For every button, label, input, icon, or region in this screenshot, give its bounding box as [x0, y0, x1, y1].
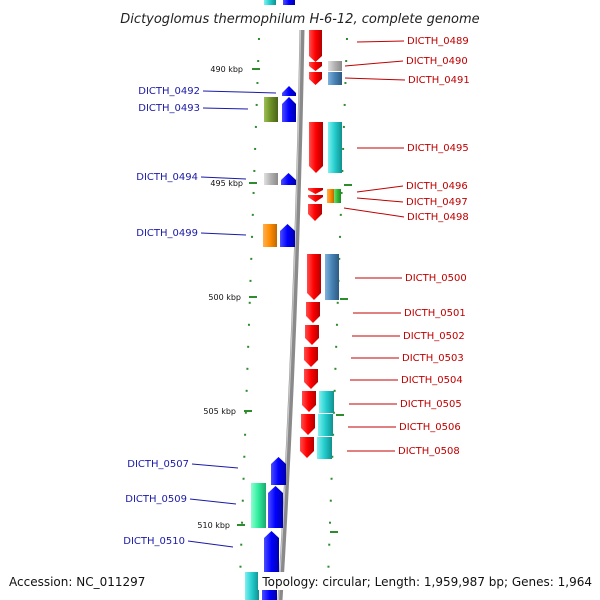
- gene-0500: [307, 254, 321, 300]
- tick-label-505: 505 kbp: [203, 407, 236, 416]
- gene-label-DICTH_0510: DICTH_0510: [123, 536, 185, 547]
- gene-label-DICTH_0496: DICTH_0496: [406, 181, 468, 192]
- cog-0493: [264, 97, 278, 122]
- gene-label-DICTH_0491: DICTH_0491: [408, 75, 470, 86]
- genome-summary-text: Topology: circular; Length: 1,959,987 bp…: [261, 575, 592, 589]
- gene-0499: [280, 224, 295, 247]
- cog-0506: [318, 414, 333, 436]
- right-leader-lines: [343, 40, 406, 452]
- gene-label-DICTH_0495: DICTH_0495: [407, 143, 469, 154]
- gene-0496: [308, 188, 323, 194]
- accession-text: Accession: NC_011297: [9, 575, 145, 589]
- gene-0494: [281, 173, 296, 185]
- left-leader-lines: [187, 90, 277, 548]
- gene-0504: [304, 369, 318, 389]
- outer-dash-track: [327, 37, 348, 581]
- gene-0502: [305, 325, 319, 345]
- cog-0495: [328, 122, 342, 173]
- gene-label-DICTH_0499: DICTH_0499: [136, 228, 198, 239]
- footer-summary-bg: [258, 572, 594, 590]
- gene-0509: [268, 486, 283, 528]
- gene-label-DICTH_0509: DICTH_0509: [125, 494, 187, 505]
- gene-0497: [308, 195, 323, 202]
- gene-label-DICTH_0493: DICTH_0493: [138, 103, 200, 114]
- gene-label-DICTH_0503: DICTH_0503: [402, 353, 464, 364]
- gene-0498: [308, 204, 322, 221]
- cog-0508: [317, 437, 332, 459]
- gene-label-DICTH_0506: DICTH_0506: [399, 422, 461, 433]
- gene-0495: [309, 122, 323, 173]
- gene-0501: [306, 302, 320, 323]
- gene-label-DICTH_0505: DICTH_0505: [400, 399, 462, 410]
- gene-0510: [264, 531, 279, 575]
- feature-top-cyan: [264, 0, 276, 5]
- cog-0496-green: [334, 189, 341, 203]
- gene-label-DICTH_0489: DICTH_0489: [407, 36, 469, 47]
- gene-label-DICTH_0498: DICTH_0498: [407, 212, 469, 223]
- gene-label-DICTH_0504: DICTH_0504: [401, 375, 463, 386]
- cog-0509: [251, 483, 266, 528]
- map-title: Dictyoglomus thermophilum H-6-12, comple…: [120, 12, 479, 27]
- cog-0500: [325, 254, 339, 300]
- gene-label-DICTH_0507: DICTH_0507: [127, 459, 189, 470]
- gene-label-DICTH_0492: DICTH_0492: [138, 86, 200, 97]
- cog-0490: [328, 61, 342, 71]
- tick-label-500: 500 kbp: [208, 293, 241, 302]
- tick-label-510: 510 kbp: [197, 521, 230, 530]
- gene-0508: [300, 437, 314, 458]
- feature-top-blue: [283, 0, 295, 5]
- gene-0493: [282, 97, 296, 122]
- gene-0489: [309, 30, 322, 62]
- genome-backbone: [277, 29, 305, 600]
- cog-0499: [263, 224, 277, 247]
- tick-label-490: 490 kbp: [210, 65, 243, 74]
- gene-0491: [309, 72, 322, 85]
- cog-0505: [319, 391, 334, 413]
- gene-label-DICTH_0508: DICTH_0508: [398, 446, 460, 457]
- gene-0506: [301, 414, 315, 435]
- gene-0490: [309, 62, 322, 71]
- gene-label-DICTH_0500: DICTH_0500: [405, 273, 467, 284]
- gene-0492: [282, 86, 296, 96]
- gene-0503: [304, 347, 318, 367]
- gene-label-DICTH_0490: DICTH_0490: [406, 56, 468, 67]
- cog-0491: [328, 72, 342, 85]
- gene-0507: [271, 457, 286, 485]
- gene-label-DICTH_0502: DICTH_0502: [403, 331, 465, 342]
- tick-label-495: 495 kbp: [210, 179, 243, 188]
- outer-tick-marks: [330, 184, 352, 533]
- cog-0494: [264, 173, 278, 185]
- gene-label-DICTH_0494: DICTH_0494: [136, 172, 198, 183]
- gene-0505: [302, 391, 316, 412]
- gene-label-DICTH_0497: DICTH_0497: [406, 197, 468, 208]
- kbp-tick-marks: [237, 68, 260, 526]
- cog-bottom-partial: [245, 572, 259, 600]
- cog-0496-orange: [327, 189, 334, 203]
- gene-label-DICTH_0501: DICTH_0501: [404, 308, 466, 319]
